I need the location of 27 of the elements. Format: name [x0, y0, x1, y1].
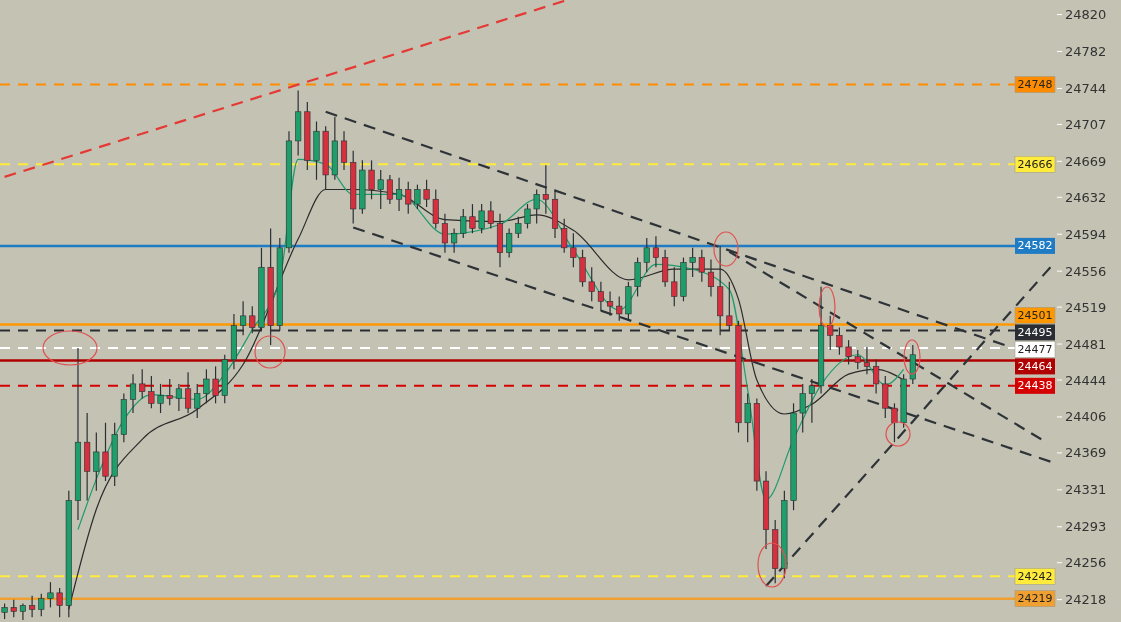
y-tick-label: 24519	[1065, 299, 1107, 315]
y-tick-label: 24632	[1065, 189, 1107, 205]
ref-line-label: 24219	[1017, 592, 1053, 606]
y-tick-label: 24707	[1065, 116, 1107, 132]
y-tick-label: 24481	[1065, 336, 1107, 352]
ref-line-label: 24501	[1017, 308, 1053, 322]
ref-line-label: 24666	[1017, 157, 1053, 171]
y-tick-label: 24444	[1065, 372, 1107, 388]
y-tick-label: 24820	[1065, 7, 1107, 23]
ref-line-label: 24477	[1017, 342, 1053, 356]
y-tick-label: 24669	[1065, 153, 1107, 169]
y-tick-label: 24744	[1065, 80, 1107, 96]
y-tick-label: 24256	[1065, 555, 1107, 571]
y-tick-label: 24594	[1065, 226, 1107, 242]
y-tick-label: 24331	[1065, 482, 1107, 498]
y-tick-label: 24369	[1065, 445, 1107, 461]
ref-line-label: 24495	[1017, 325, 1053, 339]
y-tick-label: 24782	[1065, 44, 1107, 60]
y-tick-label: 24293	[1065, 519, 1107, 535]
ref-line-label: 24582	[1017, 239, 1053, 253]
y-tick-label: 24556	[1065, 263, 1107, 279]
ref-line-label: 24464	[1017, 359, 1053, 373]
y-tick-label: 24406	[1065, 409, 1107, 425]
ref-line-label: 24748	[1017, 78, 1053, 92]
ref-line-label: 24438	[1017, 379, 1053, 393]
ref-line-label: 24242	[1017, 569, 1053, 583]
y-tick-label: 24218	[1065, 592, 1107, 608]
